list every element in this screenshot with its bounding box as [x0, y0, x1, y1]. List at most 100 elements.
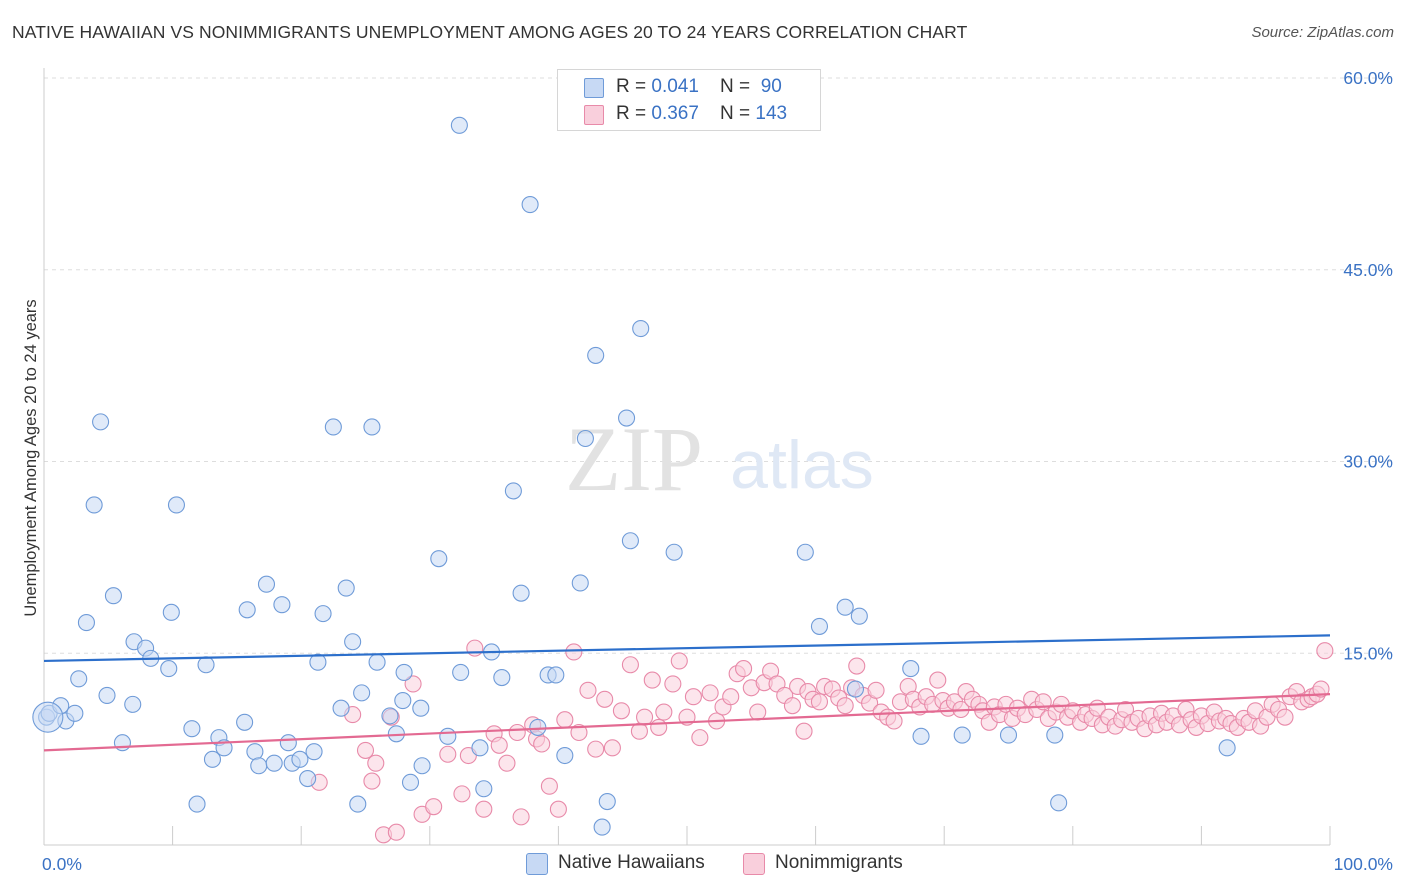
legend-label: Native Hawaiians [558, 852, 705, 873]
legend-n-value: 90 [755, 76, 782, 97]
legend-r-label: R = [616, 76, 652, 97]
nonimmigrant-point [363, 772, 381, 790]
native-hawaiian-point [556, 746, 574, 765]
native-hawaiian-point [902, 660, 920, 678]
watermark-atlas: atlas [730, 427, 874, 503]
native-hawaiian-point [529, 718, 547, 736]
native-hawaiian-point [160, 660, 178, 678]
native-hawaiian-point [452, 663, 470, 681]
nonimmigrant-point [655, 703, 673, 721]
native-hawaiian-point [412, 699, 430, 717]
native-hawaiian-point [203, 750, 222, 768]
native-hawaiian-point [632, 320, 650, 338]
native-hawaiian-point [439, 727, 457, 745]
nonimmigrant-point [596, 690, 614, 708]
nonimmigrant-point [387, 823, 405, 841]
native-hawaiian-point [381, 707, 399, 725]
native-hawaiian-point [471, 739, 489, 757]
native-hawaiian-point [113, 734, 131, 752]
native-hawaiian-point [337, 579, 355, 597]
native-hawaiian-point [98, 686, 116, 704]
nonimmigrant-point [356, 741, 375, 759]
native-hawaiian-point [493, 668, 511, 687]
native-hawaiian-point [576, 429, 594, 448]
nonimmigrant-point [670, 652, 688, 670]
nonimmigrant-point [749, 703, 767, 721]
native-hawaiian-point [291, 750, 309, 768]
nonimmigrant-point [533, 735, 551, 753]
native-hawaiian-point [197, 656, 215, 674]
pink-swatch [584, 105, 604, 125]
nonimmigrant-point [848, 657, 866, 675]
nonimmigrant-point [621, 656, 639, 674]
native-hawaiian-point [810, 617, 829, 635]
native-hawaiian-point [571, 574, 589, 592]
nonimmigrant-point [867, 681, 885, 699]
native-hawaiian-point [1050, 794, 1068, 812]
y-tick-label: 60.0% [1343, 68, 1393, 88]
native-hawaiian-point [512, 584, 530, 602]
nonimmigrant-point [684, 688, 702, 706]
native-hawaiian-point [846, 680, 865, 698]
native-hawaiian-point [413, 757, 431, 775]
nonimmigrant-point [579, 681, 597, 699]
nonimmigrant-point [795, 722, 813, 740]
native-hawaiian-point [349, 795, 367, 813]
native-hawaiian-point [215, 739, 233, 757]
native-hawaiian-point [305, 743, 323, 761]
native-hawaiian-point [104, 587, 122, 605]
nonimmigrant-point [636, 708, 654, 726]
nonimmigrant-point [783, 697, 802, 715]
native-hawaiian-point [796, 543, 814, 561]
native-hawaiian-trendline [43, 634, 1331, 663]
native-hawaiian-point [618, 409, 636, 427]
native-hawaiian-point [265, 754, 283, 772]
nonimmigrant-point [1276, 708, 1294, 726]
nonimmigrant-point [836, 697, 854, 715]
native-hawaiian-point [188, 795, 206, 813]
nonimmigrant-point [508, 723, 526, 742]
nonimmigrant-point [691, 729, 709, 747]
pink-swatch [743, 853, 765, 875]
nonimmigrant-point [565, 643, 583, 661]
native-hawaiian-point [598, 792, 616, 811]
x-tick-label: 100.0% [1334, 854, 1393, 874]
native-hawaiian-point [70, 670, 88, 688]
nonimmigrant-point [612, 702, 630, 720]
nonimmigrant-point [490, 736, 508, 754]
native-hawaiian-point [246, 743, 264, 761]
native-hawaiian-point [547, 666, 565, 684]
nonimmigrant-point [512, 808, 530, 826]
native-hawaiian-point [66, 704, 84, 722]
native-hawaiian-point [836, 598, 854, 616]
legend-r-value: 0.041 [651, 76, 699, 97]
nonimmigrant-point [556, 711, 574, 729]
nonimmigrant-point [498, 754, 516, 772]
native-hawaiian-point [250, 757, 268, 775]
nonimmigrant-point [466, 639, 484, 657]
legend-n-value: 143 [755, 103, 788, 124]
native-hawaiian-point [92, 413, 110, 431]
nonimmigrant-point [603, 739, 621, 757]
native-hawaiian-point [395, 663, 413, 681]
native-hawaiian-point [167, 496, 186, 514]
native-hawaiian-point [665, 543, 683, 561]
native-hawaiian-point [299, 769, 317, 788]
nonimmigrant-point [722, 688, 740, 706]
native-hawaiian-point [309, 653, 327, 671]
stats-legend: R = 0.041 N = 90 R = 0.367 N = 143 [557, 69, 821, 131]
nonimmigrant-point [643, 671, 661, 689]
native-hawaiian-point [475, 780, 493, 798]
native-hawaiian-point [593, 818, 611, 836]
native-hawaiian-point [162, 603, 180, 621]
nonimmigrant-point [549, 800, 567, 818]
native-hawaiian-point [183, 720, 201, 738]
nonimmigrant-point [367, 754, 385, 772]
blue-swatch [526, 853, 548, 875]
native-hawaiian-point [1218, 739, 1236, 757]
nonimmigrant-point [1312, 680, 1330, 698]
y-tick-label: 30.0% [1343, 452, 1393, 472]
native-hawaiian-point [401, 773, 420, 791]
x-tick-label: 0.0% [42, 854, 82, 874]
